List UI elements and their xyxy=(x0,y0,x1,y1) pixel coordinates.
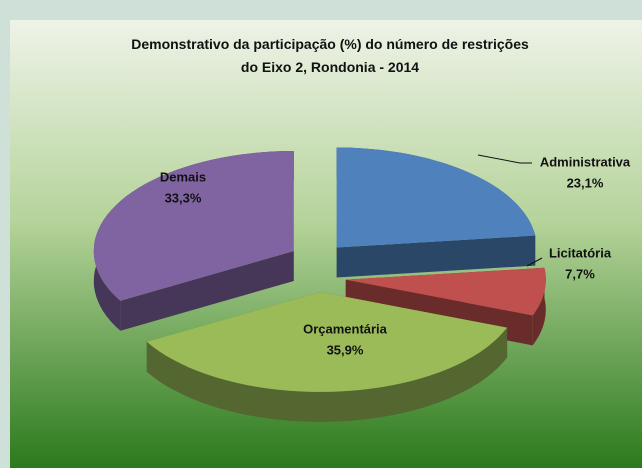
leader-line xyxy=(477,154,532,164)
pie-slice xyxy=(336,147,536,248)
pie-slice xyxy=(146,292,508,392)
slice-side xyxy=(120,251,294,331)
slice-wall xyxy=(146,327,508,422)
leader-line xyxy=(526,257,543,267)
slice-wall xyxy=(532,267,546,346)
slice-label: Licitatória xyxy=(549,245,612,260)
value-label: 7,7% xyxy=(565,266,595,281)
slice-label: Orçamentária xyxy=(303,321,388,336)
pie-slice xyxy=(345,267,546,316)
value-label: 23,1% xyxy=(567,175,604,190)
slice-label: Administrativa xyxy=(540,154,631,169)
slice-label: Demais xyxy=(160,169,206,184)
chart-title: Demonstrativo da participação (%) do núm… xyxy=(131,36,529,75)
slice-side xyxy=(336,235,536,278)
pie-slice xyxy=(93,151,294,301)
value-label: 35,9% xyxy=(327,342,364,357)
value-label: 33,3% xyxy=(165,190,202,205)
